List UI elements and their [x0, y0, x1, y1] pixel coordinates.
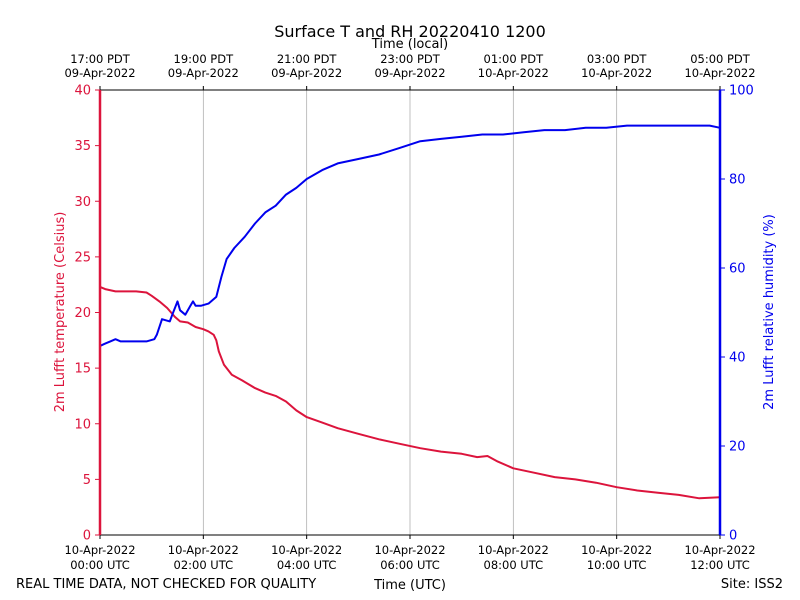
bottom-tick-label-time: 06:00 UTC: [380, 558, 440, 572]
top-tick-label-time: 17:00 PDT: [70, 52, 131, 66]
quality-disclaimer: REAL TIME DATA, NOT CHECKED FOR QUALITY: [16, 577, 316, 592]
left-tick-label: 20: [74, 306, 91, 321]
left-tick-label: 35: [74, 139, 91, 154]
bottom-tick-label-date: 10-Apr-2022: [374, 543, 445, 557]
left-tick-label: 5: [83, 473, 91, 488]
right-tick-label: 0: [729, 529, 737, 544]
humidity-series-line: [99, 124, 721, 347]
top-tick-label-date: 09-Apr-2022: [168, 66, 239, 80]
bottom-tick-label-time: 10:00 UTC: [587, 558, 647, 572]
bottom-tick-label-time: 12:00 UTC: [690, 558, 750, 572]
bottom-tick-label-date: 10-Apr-2022: [581, 543, 652, 557]
top-tick-label-date: 10-Apr-2022: [581, 66, 652, 80]
left-axis-label: 2m Lufft temperature (Celsius): [53, 212, 68, 413]
bottom-tick-label-date: 10-Apr-2022: [64, 543, 135, 557]
right-tick-label: 80: [729, 173, 746, 188]
site-label: Site: ISS2: [721, 577, 783, 592]
bottom-tick-label-time: 08:00 UTC: [484, 558, 544, 572]
right-axis-label: 2m Lufft relative humidity (%): [762, 214, 777, 410]
left-tick-label: 40: [74, 84, 91, 99]
top-tick-label-time: 23:00 PDT: [380, 52, 441, 66]
right-tick-label: 20: [729, 440, 746, 455]
top-tick-label-time: 05:00 PDT: [690, 52, 751, 66]
left-tick-label: 15: [74, 362, 91, 377]
bottom-tick-label-date: 10-Apr-2022: [271, 543, 342, 557]
top-tick-label-time: 01:00 PDT: [484, 52, 545, 66]
top-tick-label-date: 10-Apr-2022: [478, 66, 549, 80]
right-tick-label: 40: [729, 351, 746, 366]
series-layer: [99, 124, 721, 500]
right-tick-label: 60: [729, 262, 746, 277]
bottom-tick-label-date: 10-Apr-2022: [168, 543, 239, 557]
top-tick-label-date: 10-Apr-2022: [684, 66, 755, 80]
temperature-series-line: [99, 285, 721, 500]
top-tick-label-date: 09-Apr-2022: [271, 66, 342, 80]
bottom-tick-label-time: 04:00 UTC: [277, 558, 337, 572]
top-axis-label: Time (local): [371, 37, 448, 52]
left-tick-label: 30: [74, 195, 91, 210]
left-tick-label: 10: [74, 417, 91, 432]
chart-title: Surface T and RH 20220410 1200: [274, 22, 546, 41]
top-tick-label-date: 09-Apr-2022: [64, 66, 135, 80]
bottom-axis-label: Time (UTC): [373, 578, 446, 593]
left-tick-label: 0: [83, 529, 91, 544]
left-tick-label: 25: [74, 250, 91, 265]
bottom-tick-label-date: 10-Apr-2022: [478, 543, 549, 557]
top-tick-label-time: 19:00 PDT: [174, 52, 235, 66]
bottom-tick-label-time: 02:00 UTC: [174, 558, 234, 572]
bottom-tick-label-date: 10-Apr-2022: [684, 543, 755, 557]
top-tick-label-date: 09-Apr-2022: [374, 66, 445, 80]
grid-lines: [99, 90, 721, 535]
top-tick-label-time: 21:00 PDT: [277, 52, 338, 66]
top-tick-label-time: 03:00 PDT: [587, 52, 648, 66]
bottom-tick-label-time: 00:00 UTC: [70, 558, 130, 572]
right-tick-label: 100: [729, 84, 754, 99]
